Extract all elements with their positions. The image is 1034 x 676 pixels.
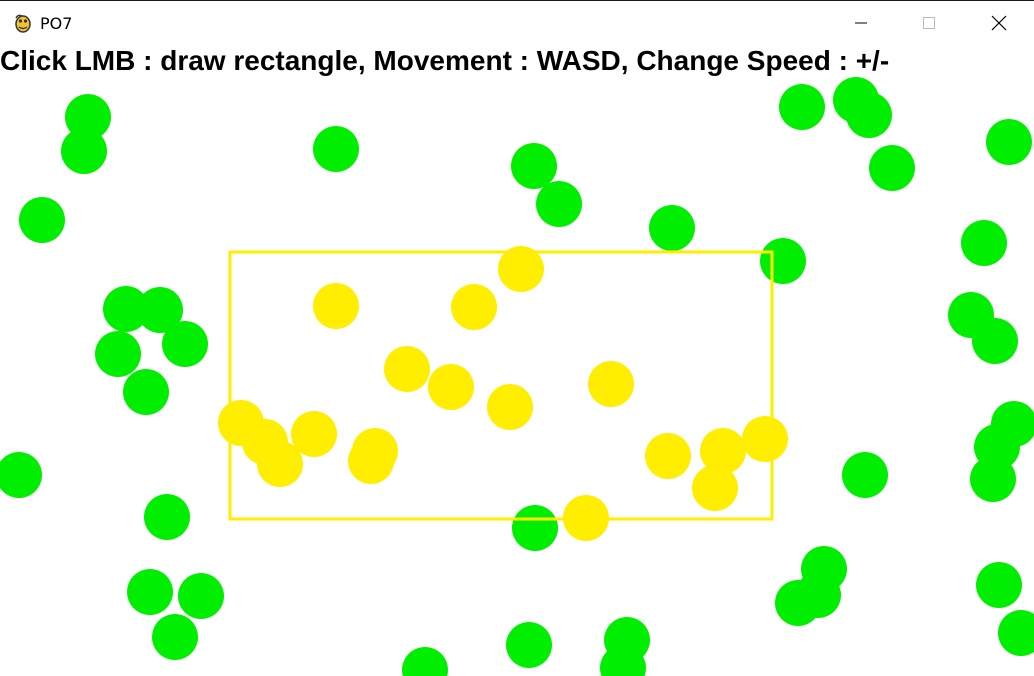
green-ball	[103, 286, 149, 332]
selected-yellow-ball	[487, 384, 533, 430]
selected-yellow-ball	[700, 428, 746, 474]
green-ball	[536, 181, 582, 227]
green-ball	[511, 143, 557, 189]
green-ball	[178, 573, 224, 619]
python-snake-icon	[15, 14, 31, 33]
green-ball	[144, 494, 190, 540]
green-ball	[123, 369, 169, 415]
green-ball	[512, 505, 558, 551]
window-titlebar[interactable]: PO7	[0, 0, 1034, 44]
green-ball	[649, 205, 695, 251]
green-ball	[137, 287, 183, 333]
selected-yellow-ball	[428, 364, 474, 410]
maximize-icon	[923, 17, 935, 29]
selected-yellow-ball	[348, 438, 394, 484]
minimize-icon	[855, 22, 867, 24]
balls-layer	[0, 77, 1034, 676]
green-ball	[95, 331, 141, 377]
window-title: PO7	[40, 14, 73, 33]
maximize-button[interactable]	[906, 1, 952, 45]
green-ball	[600, 645, 646, 676]
selected-yellow-ball	[384, 346, 430, 392]
green-ball	[19, 197, 65, 243]
green-ball	[760, 238, 806, 284]
green-ball	[846, 92, 892, 138]
selected-yellow-ball	[645, 433, 691, 479]
green-ball	[65, 94, 111, 140]
selected-yellow-ball	[257, 441, 303, 487]
selected-yellow-ball	[313, 283, 359, 329]
green-ball	[162, 321, 208, 367]
selected-yellow-ball	[742, 416, 788, 462]
selected-yellow-ball	[291, 411, 337, 457]
green-ball	[152, 614, 198, 660]
green-ball	[976, 562, 1022, 608]
green-ball	[961, 220, 1007, 266]
instructions-text: Click LMB : draw rectangle, Movement : W…	[0, 45, 890, 76]
green-ball	[402, 647, 448, 676]
green-ball	[970, 456, 1016, 502]
minimize-button[interactable]	[838, 1, 884, 45]
green-ball	[127, 569, 173, 615]
green-ball	[972, 318, 1018, 364]
green-ball	[0, 452, 42, 498]
green-ball	[998, 610, 1034, 656]
green-ball	[506, 622, 552, 668]
green-ball	[313, 126, 359, 172]
green-ball	[775, 580, 821, 626]
selected-yellow-ball	[498, 246, 544, 292]
green-ball	[842, 452, 888, 498]
green-ball	[869, 145, 915, 191]
selected-yellow-ball	[692, 465, 738, 511]
green-ball	[61, 128, 107, 174]
selection-rectangle	[228, 250, 774, 521]
green-ball	[779, 84, 825, 130]
selected-yellow-ball	[451, 284, 497, 330]
close-button[interactable]	[976, 1, 1022, 45]
selected-yellow-ball	[588, 361, 634, 407]
green-ball	[986, 119, 1032, 165]
close-icon	[991, 15, 1007, 31]
